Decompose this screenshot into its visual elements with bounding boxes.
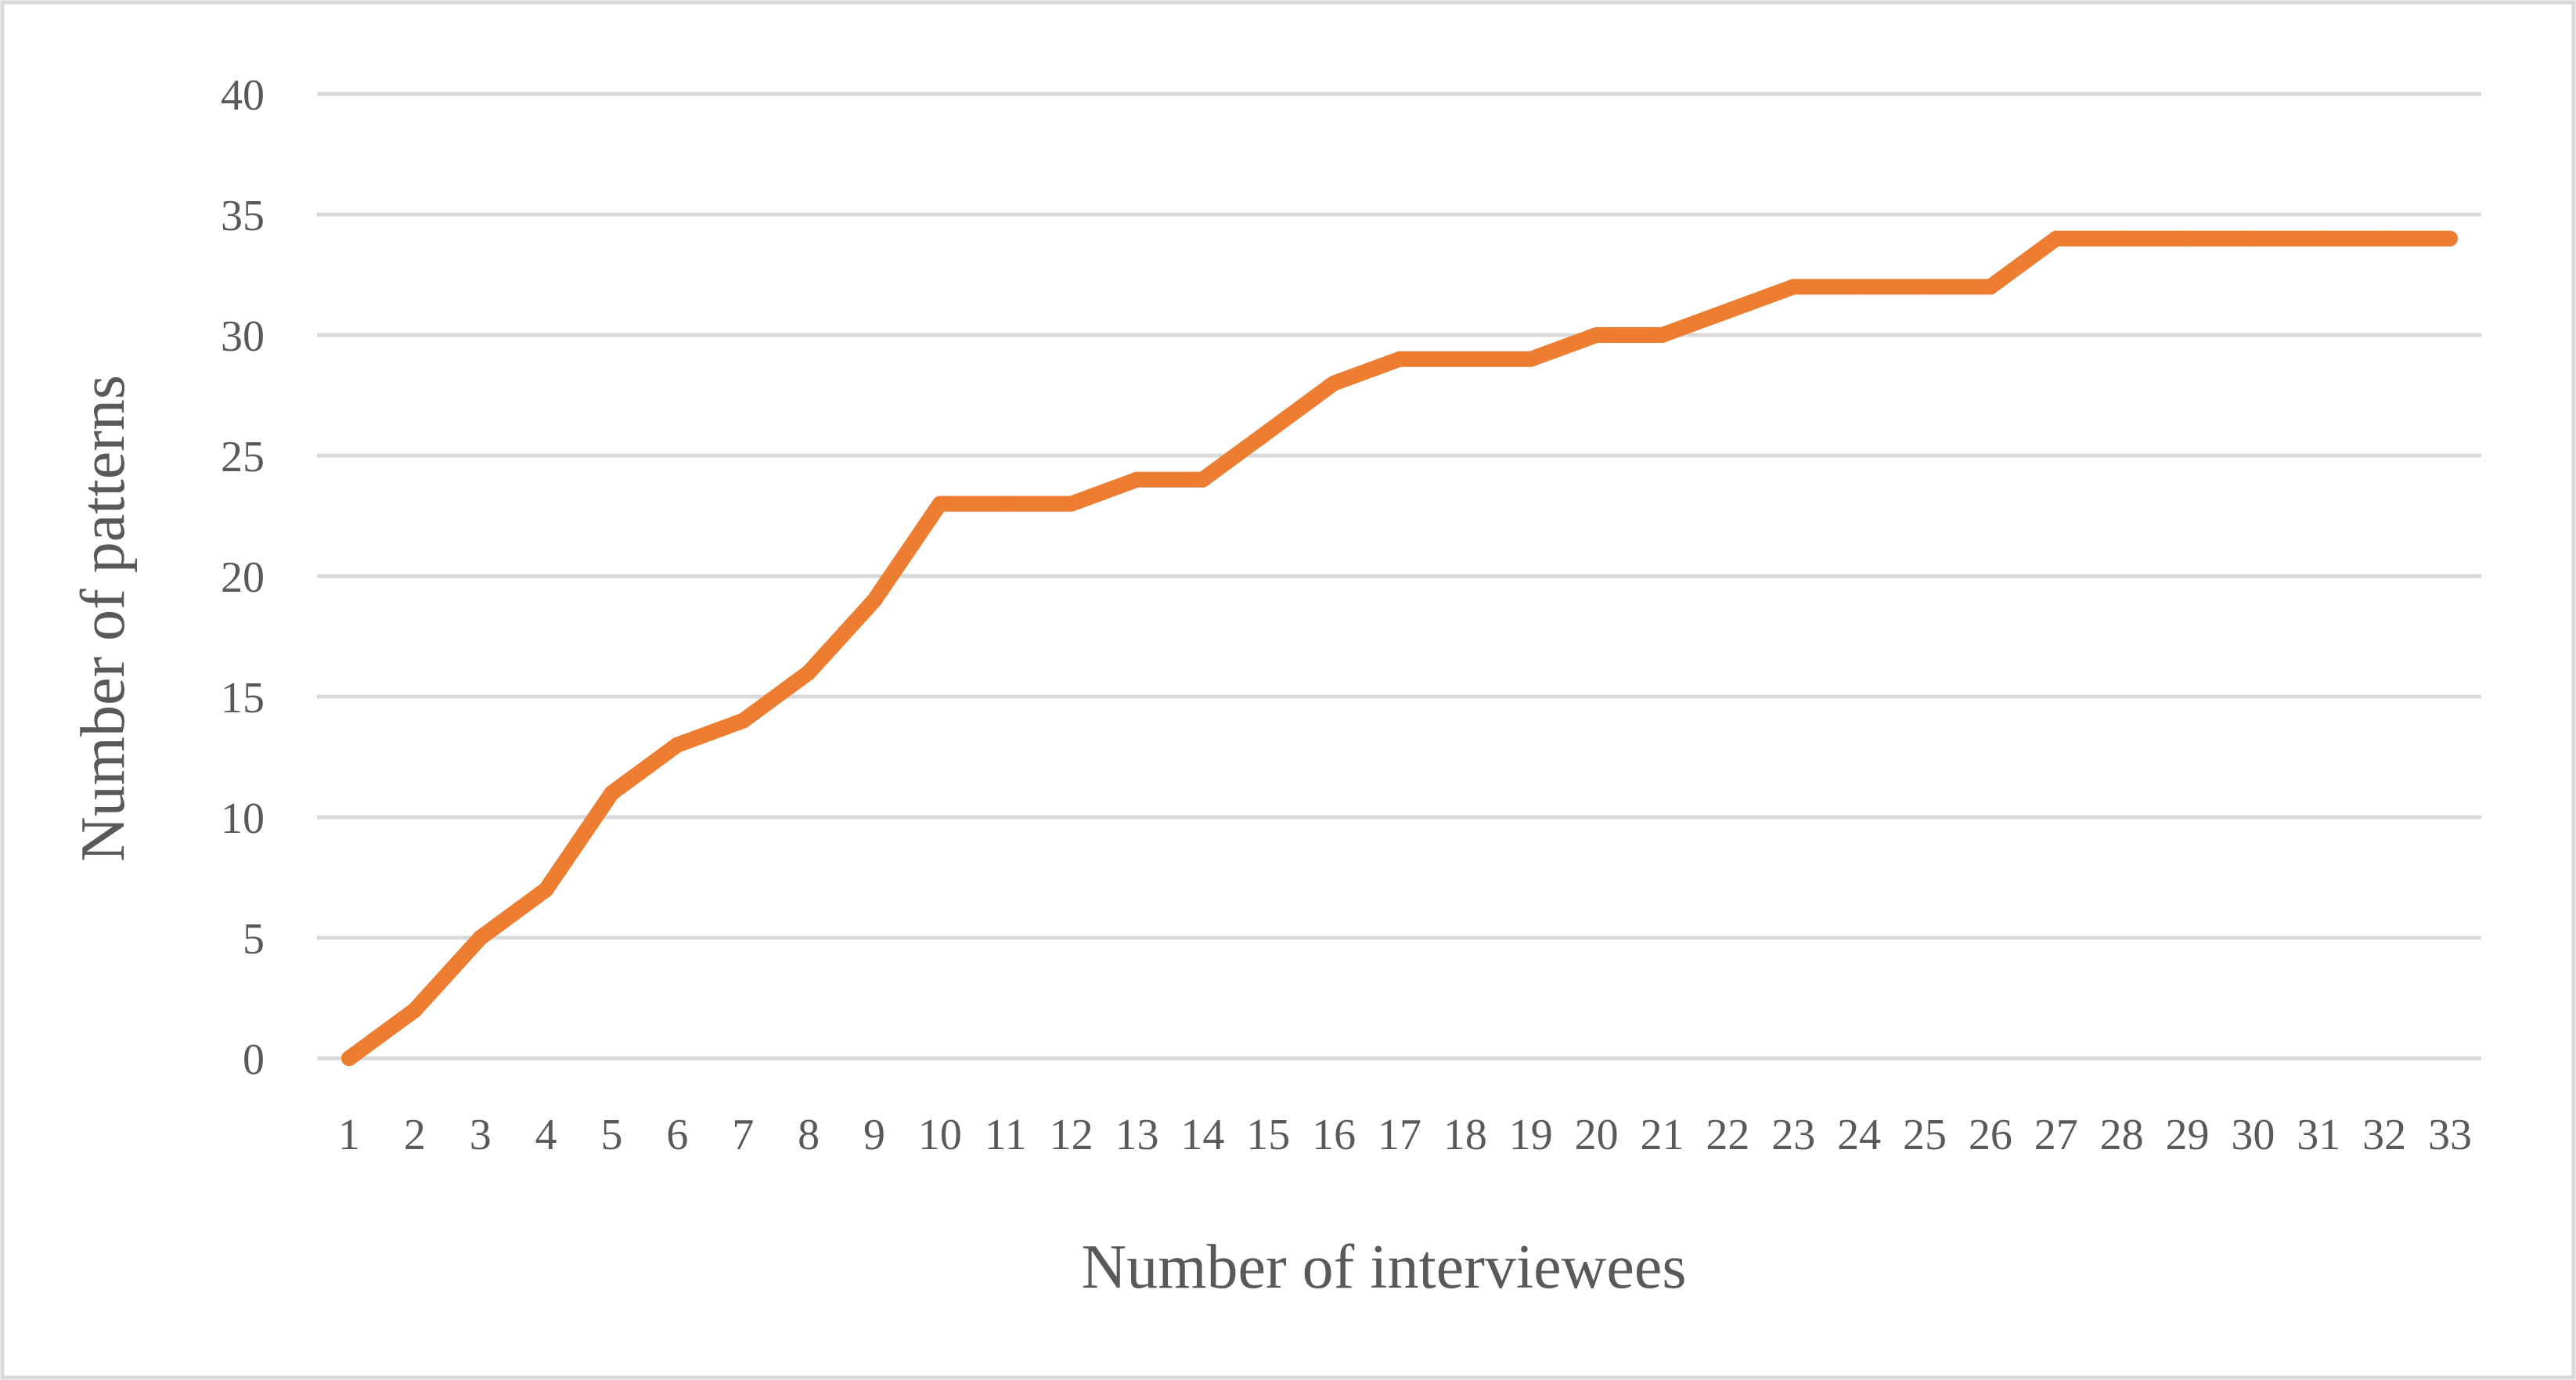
x-tick-label: 23 [1771, 1111, 1815, 1159]
x-tick-label: 19 [1509, 1111, 1553, 1159]
data-point [866, 592, 882, 608]
x-axis-title: Number of interviewees [1081, 1233, 1686, 1302]
data-point [669, 737, 686, 753]
x-tick-label: 10 [918, 1111, 962, 1159]
data-point [931, 495, 948, 512]
data-point [1129, 471, 1145, 488]
x-tick-label: 5 [601, 1111, 623, 1159]
x-tick-label: 1 [338, 1111, 360, 1159]
x-tick-label: 4 [535, 1111, 557, 1159]
data-point [1260, 423, 1277, 440]
data-point [1522, 351, 1539, 367]
data-point [1851, 279, 1868, 295]
x-tick-label: 25 [1903, 1111, 1947, 1159]
x-tick-label: 27 [2034, 1111, 2078, 1159]
data-point [2179, 230, 2196, 247]
x-tick-label: 9 [863, 1111, 885, 1159]
x-tick-label: 2 [404, 1111, 426, 1159]
x-tick-label: 20 [1575, 1111, 1619, 1159]
data-point [341, 1050, 357, 1066]
x-tick-label: 18 [1443, 1111, 1487, 1159]
series-layer [341, 230, 2458, 1066]
y-tick-label: 10 [221, 794, 265, 843]
data-point [735, 712, 751, 729]
data-point [1982, 279, 1998, 295]
x-tick-label: 21 [1641, 1111, 1684, 1159]
x-tick-label: 11 [985, 1111, 1027, 1159]
y-tick-label: 0 [243, 1036, 265, 1084]
y-tick-label: 5 [243, 915, 265, 964]
data-point [1063, 495, 1079, 512]
y-tick-label: 35 [221, 192, 265, 240]
x-tick-label: 33 [2428, 1111, 2472, 1159]
x-tick-label: 31 [2297, 1111, 2340, 1159]
gridlines [317, 92, 2481, 1061]
x-tick-label: 32 [2362, 1111, 2406, 1159]
data-point [2048, 230, 2064, 247]
x-tick-label: 30 [2231, 1111, 2275, 1159]
x-tick-label: 17 [1378, 1111, 1421, 1159]
data-point [1392, 351, 1407, 367]
data-point [1785, 279, 1802, 295]
y-tick-label: 20 [221, 553, 265, 602]
data-point [2245, 230, 2261, 247]
data-point [1917, 279, 1933, 295]
x-tick-label: 28 [2100, 1111, 2144, 1159]
x-tick-label: 16 [1312, 1111, 1356, 1159]
x-tick-label: 15 [1246, 1111, 1290, 1159]
x-axis-ticks: 1 2 3 4 5 6 7 8 9 10 11 12 13 14 15 16 17 18 19 20 21 22 23 24 2… [338, 1111, 2472, 1159]
x-tick-label: 3 [470, 1111, 492, 1159]
data-point [1457, 351, 1473, 367]
x-tick-label: 13 [1115, 1111, 1159, 1159]
y-axis-ticks: 0 5 10 15 20 25 30 35 40 [221, 71, 265, 1084]
data-point [2442, 230, 2458, 247]
y-tick-label: 25 [221, 433, 265, 481]
y-tick-label: 40 [221, 71, 265, 120]
data-point [2113, 230, 2130, 247]
data-point [2376, 230, 2393, 247]
y-tick-label: 30 [221, 312, 265, 361]
data-point [2311, 230, 2327, 247]
data-point [603, 785, 620, 802]
data-point [538, 881, 554, 898]
x-tick-label: 22 [1706, 1111, 1749, 1159]
x-tick-label: 24 [1837, 1111, 1881, 1159]
data-point [1588, 327, 1605, 343]
data-point [406, 1002, 423, 1018]
data-point [1194, 471, 1211, 488]
x-tick-label: 7 [732, 1111, 754, 1159]
x-tick-label: 8 [798, 1111, 820, 1159]
data-point [1654, 327, 1670, 343]
x-tick-label: 6 [666, 1111, 688, 1159]
data-point [472, 930, 488, 946]
data-point [1720, 303, 1736, 319]
data-point [1326, 375, 1342, 391]
x-tick-label: 29 [2166, 1111, 2210, 1159]
y-axis-title: Number of patterns [69, 375, 138, 862]
x-tick-label: 14 [1180, 1111, 1224, 1159]
x-tick-label: 26 [1969, 1111, 2012, 1159]
y-tick-label: 15 [221, 674, 265, 722]
x-tick-label: 12 [1050, 1111, 1093, 1159]
data-point [801, 665, 817, 681]
data-point [997, 495, 1014, 512]
